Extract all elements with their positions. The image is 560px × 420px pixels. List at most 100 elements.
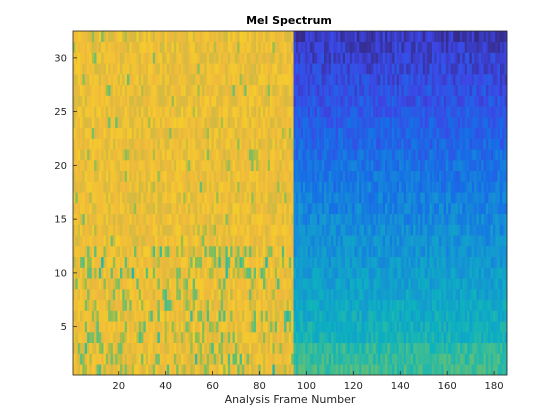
heatmap-cell bbox=[417, 246, 421, 258]
heatmap-cell bbox=[230, 138, 233, 150]
heatmap-cell bbox=[87, 332, 90, 344]
heatmap-cell bbox=[82, 170, 86, 182]
heatmap-cell bbox=[117, 364, 121, 376]
heatmap-cell bbox=[126, 127, 130, 139]
heatmap-cell bbox=[101, 149, 104, 161]
heatmap-cell bbox=[131, 84, 135, 96]
heatmap-cell bbox=[293, 353, 297, 365]
heatmap-cell bbox=[87, 138, 90, 150]
heatmap-cell bbox=[225, 31, 229, 43]
heatmap-cell bbox=[77, 267, 81, 279]
heatmap-cell bbox=[91, 246, 95, 258]
heatmap-cell bbox=[87, 321, 90, 333]
heatmap-cell bbox=[319, 95, 322, 107]
heatmap-cell bbox=[279, 299, 283, 311]
heatmap-cell bbox=[202, 299, 205, 311]
heatmap-cell bbox=[225, 353, 229, 365]
heatmap-cell bbox=[281, 332, 285, 344]
heatmap-cell bbox=[415, 364, 419, 376]
heatmap-cell bbox=[209, 181, 212, 193]
heatmap-cell bbox=[267, 84, 271, 96]
heatmap-cell bbox=[302, 74, 306, 86]
heatmap-cell bbox=[274, 63, 278, 75]
heatmap-cell bbox=[131, 170, 135, 182]
heatmap-cell bbox=[417, 192, 421, 204]
heatmap-cell bbox=[115, 192, 118, 204]
heatmap-cell bbox=[316, 310, 320, 322]
heatmap-cell bbox=[145, 310, 149, 322]
heatmap-cell bbox=[314, 235, 318, 247]
heatmap-cell bbox=[155, 321, 158, 333]
heatmap-cell bbox=[263, 364, 266, 376]
heatmap-cell bbox=[255, 235, 259, 247]
heatmap-cell bbox=[124, 127, 128, 139]
heatmap-cell bbox=[380, 289, 383, 301]
heatmap-cell bbox=[171, 289, 175, 301]
heatmap-cell bbox=[194, 74, 198, 86]
heatmap-cell bbox=[321, 278, 325, 290]
heatmap-cell bbox=[112, 84, 116, 96]
heatmap-cell bbox=[338, 364, 341, 376]
heatmap-cell bbox=[209, 31, 212, 43]
heatmap-cell bbox=[75, 170, 78, 182]
heatmap-cell bbox=[180, 203, 184, 215]
heatmap-cell bbox=[150, 52, 154, 64]
heatmap-cell bbox=[117, 117, 121, 129]
heatmap-cell bbox=[312, 235, 315, 247]
heatmap-cell bbox=[288, 278, 292, 290]
heatmap-cell bbox=[260, 117, 264, 129]
heatmap-cell bbox=[232, 41, 236, 53]
heatmap-cell bbox=[122, 332, 125, 344]
heatmap-cell bbox=[260, 203, 264, 215]
heatmap-cell bbox=[232, 203, 236, 215]
heatmap-cell bbox=[417, 63, 421, 75]
heatmap-cell bbox=[80, 256, 83, 268]
heatmap-cell bbox=[244, 203, 247, 215]
heatmap-cell bbox=[159, 342, 163, 354]
heatmap-cell bbox=[305, 299, 308, 311]
heatmap-cell bbox=[197, 138, 200, 150]
heatmap-cell bbox=[345, 203, 348, 215]
heatmap-cell bbox=[246, 289, 250, 301]
heatmap-cell bbox=[263, 203, 266, 215]
heatmap-cell bbox=[173, 353, 177, 365]
heatmap-cell bbox=[396, 278, 400, 290]
heatmap-cell bbox=[206, 95, 210, 107]
heatmap-cell bbox=[199, 138, 203, 150]
heatmap-cell bbox=[173, 106, 177, 118]
heatmap-cell bbox=[75, 246, 78, 258]
heatmap-cell bbox=[265, 160, 269, 172]
heatmap-cell bbox=[403, 224, 407, 236]
heatmap-cell bbox=[209, 299, 212, 311]
heatmap-cell bbox=[377, 235, 381, 247]
heatmap-cell bbox=[291, 342, 294, 354]
heatmap-cell bbox=[366, 106, 369, 118]
heatmap-cell bbox=[211, 63, 215, 75]
heatmap-cell bbox=[277, 127, 280, 139]
heatmap-cell bbox=[171, 52, 175, 64]
heatmap-cell bbox=[248, 246, 252, 258]
heatmap-cell bbox=[126, 278, 130, 290]
heatmap-cell bbox=[117, 224, 121, 236]
heatmap-cell bbox=[159, 127, 163, 139]
heatmap-cell bbox=[234, 310, 238, 322]
heatmap-cell bbox=[272, 84, 276, 96]
heatmap-cell bbox=[225, 170, 229, 182]
heatmap-cell bbox=[410, 267, 414, 279]
heatmap-cell bbox=[190, 256, 193, 268]
heatmap-cell bbox=[145, 342, 149, 354]
heatmap-cell bbox=[399, 364, 402, 376]
heatmap-cell bbox=[406, 321, 409, 333]
heatmap-cell bbox=[164, 117, 168, 129]
heatmap-cell bbox=[415, 278, 419, 290]
heatmap-cell bbox=[162, 224, 165, 236]
heatmap-cell bbox=[105, 41, 109, 53]
heatmap-cell bbox=[197, 203, 200, 215]
heatmap-cell bbox=[295, 332, 299, 344]
heatmap-cell bbox=[406, 41, 409, 53]
heatmap-cell bbox=[91, 321, 95, 333]
heatmap-cell bbox=[434, 246, 437, 258]
heatmap-cell bbox=[316, 353, 320, 365]
heatmap-cell bbox=[84, 95, 88, 107]
heatmap-cell bbox=[302, 31, 306, 43]
